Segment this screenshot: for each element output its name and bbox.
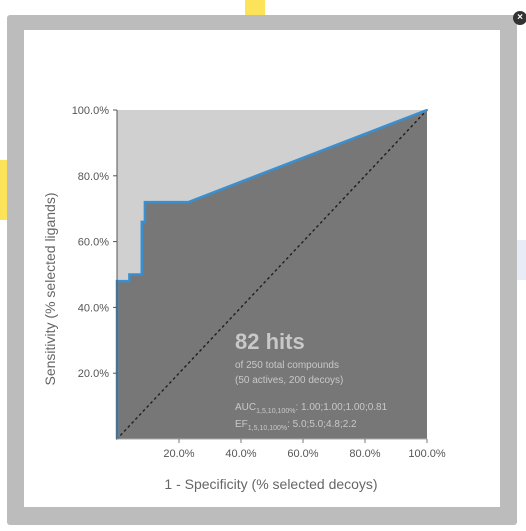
actives-decoys: (50 actives, 200 decoys) [235, 375, 343, 386]
y-tick-label: 40.0% [78, 302, 109, 314]
y-tick-label: 20.0% [78, 368, 109, 380]
y-tick-label: 80.0% [78, 171, 109, 183]
backdrop-accent-top [245, 0, 265, 15]
x-tick-label: 60.0% [287, 448, 318, 460]
random-baseline-diagonal [116, 109, 428, 440]
x-tick-label: 80.0% [349, 448, 380, 460]
roc-curve-line [115, 108, 428, 439]
y-tick-label: 60.0% [78, 237, 109, 249]
close-icon[interactable]: × [513, 11, 526, 25]
backdrop-accent-right [517, 240, 526, 280]
ef-values: EF1,5,10,100%: 5.0;5.0;4.8;2.2 [235, 419, 357, 432]
auc-values: AUC1,5,10,100%: 1.00;1.00;1.00;0.81 [235, 402, 388, 415]
hits-count: 82 hits [235, 329, 305, 354]
x-tick-label: 40.0% [225, 448, 256, 460]
x-tick-label: 20.0% [163, 448, 194, 460]
x-tick-label: 100.0% [408, 448, 446, 460]
total-compounds: of 250 total compounds [235, 360, 339, 371]
y-axis-label: Sensitivity (% selected ligands) [42, 192, 58, 386]
y-tick-label: 100.0% [72, 105, 110, 117]
x-axis-label: 1 - Specificity (% selected decoys) [164, 476, 377, 492]
